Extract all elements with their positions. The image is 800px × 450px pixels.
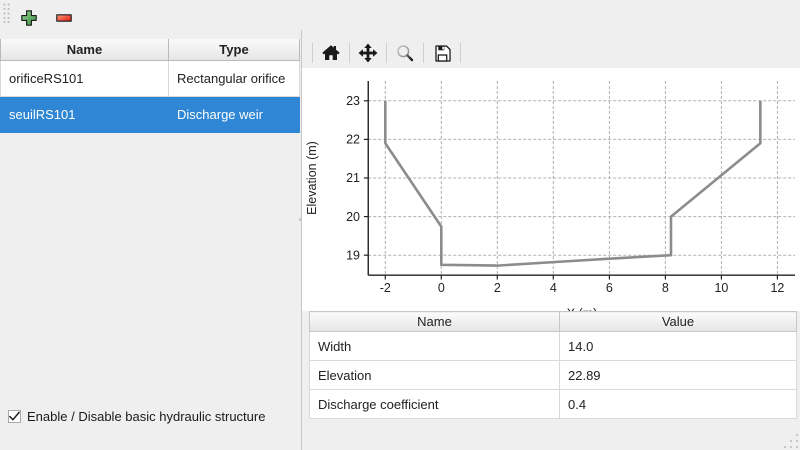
svg-text:22: 22 (346, 133, 360, 147)
svg-text:20: 20 (346, 210, 360, 224)
svg-text:8: 8 (662, 281, 669, 295)
svg-text:-2: -2 (380, 281, 391, 295)
svg-text:23: 23 (346, 94, 360, 108)
svg-text:4: 4 (550, 281, 557, 295)
svg-text:2: 2 (494, 281, 501, 295)
svg-text:12: 12 (770, 281, 784, 295)
svg-text:0: 0 (438, 281, 445, 295)
svg-text:21: 21 (346, 171, 360, 185)
svg-text:6: 6 (606, 281, 613, 295)
svg-text:10: 10 (714, 281, 728, 295)
svg-text:Elevation (m): Elevation (m) (305, 141, 319, 215)
svg-text:19: 19 (346, 248, 360, 262)
